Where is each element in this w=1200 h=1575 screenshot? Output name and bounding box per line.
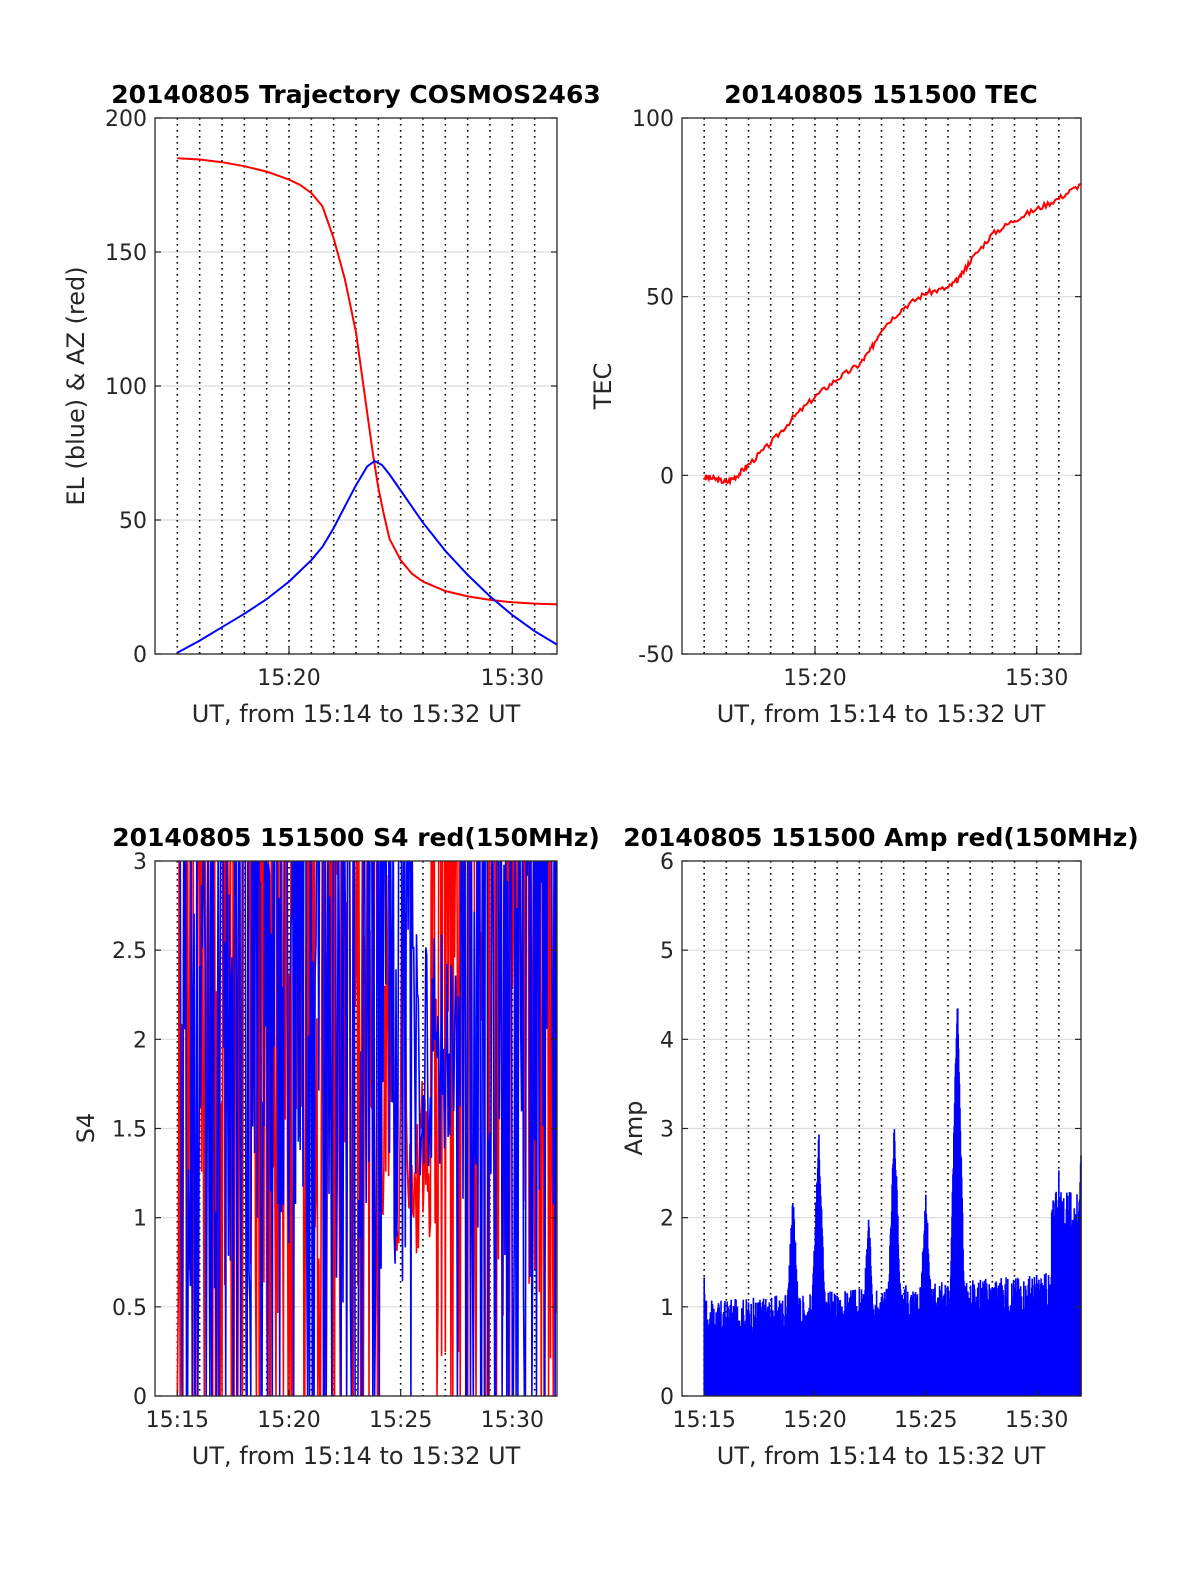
s4-xlabel: UT, from 15:14 to 15:32 UT [192,1442,521,1470]
s4-panel: 0 0.5 1 1.5 2 2.5 3 15:15 15:20 15:25 15:30 UT, fr… [72,850,558,1470]
amp-panel: 0 1 2 3 4 5 6 15:15 15:20 15:25 15:30 UT, from 15:… [620,850,1082,1470]
el-line [176,459,558,654]
s4-ylabel: S4 [72,1113,100,1144]
x-tick-label: 15:25 [369,1408,432,1433]
y-tick-label: 50 [119,509,147,534]
tec-grid [682,118,1081,654]
x-tick-label: 15:30 [481,666,544,691]
y-tick-label: 0 [133,1385,147,1410]
y-tick-label: 6 [660,850,674,875]
tec-xlabel: UT, from 15:14 to 15:32 UT [717,700,1046,728]
s4-blue-line [179,861,557,1396]
trajectory-xlabel: UT, from 15:14 to 15:32 UT [192,700,521,728]
az-line [177,157,558,606]
amp-xlabel: UT, from 15:14 to 15:32 UT [717,1442,1046,1470]
trajectory-ticks: 0 50 100 150 200 15:20 15:30 [105,107,557,691]
amp-series [703,1008,1082,1396]
tec-axes-box [681,117,1082,655]
y-tick-label: 5 [660,939,674,964]
tec-line [703,183,1082,487]
tec-ylabel: TEC [589,363,617,411]
s4-series [176,861,557,1396]
y-tick-label: 100 [632,107,674,132]
y-tick-label: 2 [660,1207,674,1232]
trajectory-ylabel: EL (blue) & AZ (red) [62,266,90,505]
s4-title: 20140805 151500 S4 red(150MHz) [112,823,600,852]
x-tick-label: 15:20 [783,666,846,691]
x-tick-label: 15:20 [257,1408,320,1433]
y-tick-label: 0 [660,464,674,489]
y-tick-label: 100 [105,375,147,400]
y-tick-label: 2.5 [112,939,147,964]
s4-ticks: 0 0.5 1 1.5 2 2.5 3 15:15 15:20 15:25 15:30 [112,850,557,1433]
trajectory-series [176,157,558,654]
y-tick-label: 200 [105,107,147,132]
y-tick-label: 150 [105,241,147,266]
y-tick-label: -50 [638,643,674,668]
x-tick-label: 15:20 [257,666,320,691]
y-tick-label: 50 [646,286,674,311]
y-tick-label: 3 [133,850,147,875]
tec-ticks: -50 0 50 100 15:20 15:30 [632,107,1081,691]
x-tick-label: 15:25 [894,1408,957,1433]
y-tick-label: 4 [660,1028,674,1053]
x-tick-label: 15:15 [146,1408,209,1433]
y-tick-label: 0 [133,643,147,668]
y-tick-label: 3 [660,1118,674,1143]
amp-ticks: 0 1 2 3 4 5 6 15:15 15:20 15:25 15:30 [660,850,1081,1433]
x-tick-label: 15:30 [481,1408,544,1433]
y-tick-label: 0 [660,1385,674,1410]
y-tick-label: 1 [660,1296,674,1321]
amp-ylabel: Amp [620,1100,648,1155]
tec-series [703,183,1082,487]
x-tick-label: 15:30 [1005,1408,1068,1433]
trajectory-title: 20140805 Trajectory COSMOS2463 [111,80,601,109]
tec-title: 20140805 151500 TEC [724,80,1037,109]
y-tick-label: 1.5 [112,1118,147,1143]
y-tick-label: 0.5 [112,1296,147,1321]
x-tick-label: 15:20 [783,1408,846,1433]
amp-bars [703,1008,1082,1396]
y-tick-label: 1 [133,1207,147,1232]
x-tick-label: 15:30 [1005,666,1068,691]
trajectory-grid [155,118,557,654]
y-tick-label: 2 [133,1028,147,1053]
amp-title: 20140805 151500 Amp red(150MHz) [623,823,1139,852]
trajectory-panel: 20140805 Trajectory COSMOS2463 0 50 100 150… [62,80,601,728]
x-tick-label: 15:15 [672,1408,735,1433]
